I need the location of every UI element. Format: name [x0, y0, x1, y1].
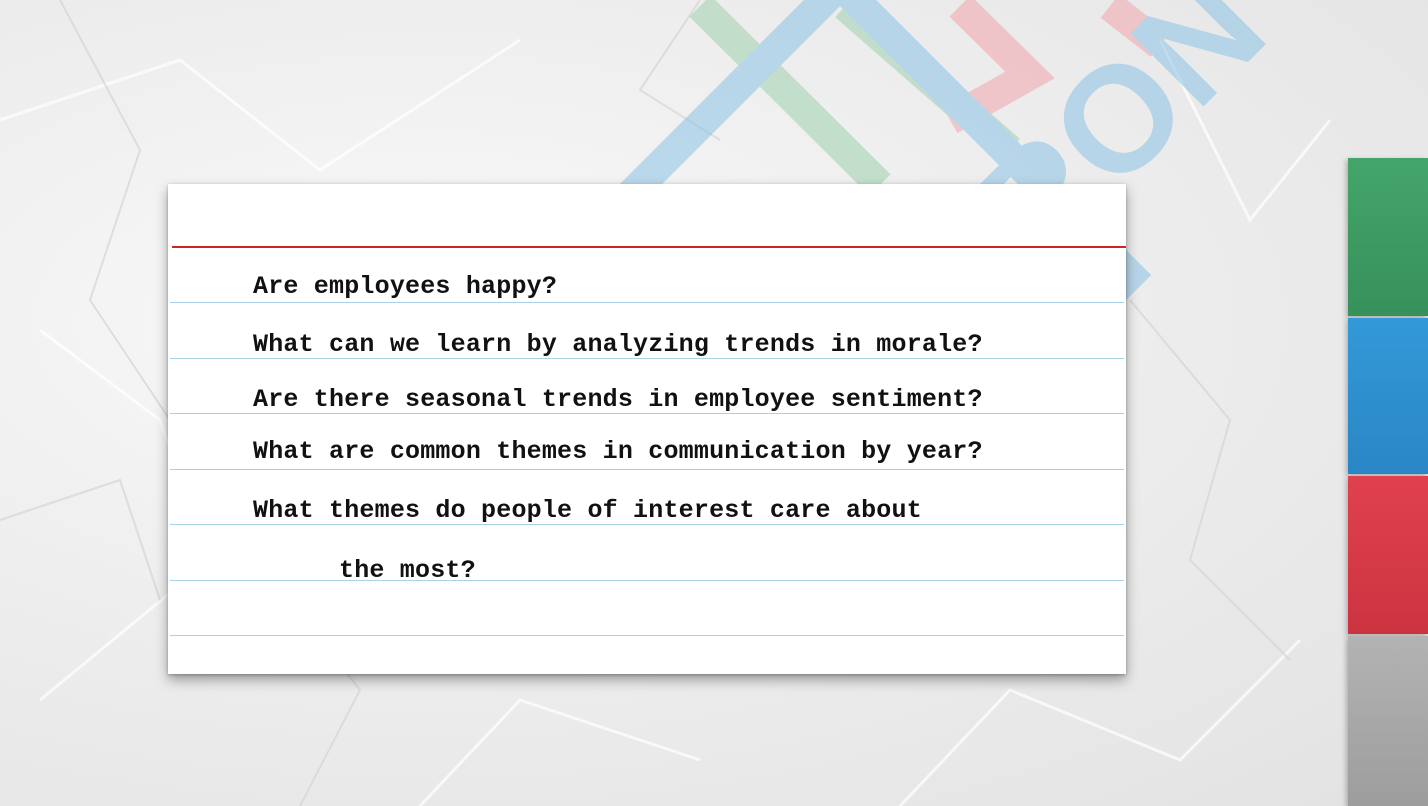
card-margin-line	[172, 246, 1126, 248]
side-tab-green	[1348, 158, 1428, 316]
side-tab-blue	[1348, 318, 1428, 474]
green-chevron-left	[689, 0, 891, 196]
question-people-of-interest-continued: the most?	[339, 556, 476, 585]
card-rule-line	[170, 413, 1124, 414]
question-common-themes: What are common themes in communication …	[253, 437, 983, 466]
side-tab-gray	[1348, 636, 1428, 806]
question-trends-morale: What can we learn by analyzing trends in…	[253, 330, 983, 359]
question-people-of-interest: What themes do people of interest care a…	[253, 496, 922, 525]
card-rule-line	[170, 580, 1124, 581]
question-employees-happy: Are employees happy?	[253, 272, 558, 301]
card-rule-line	[170, 635, 1124, 636]
card-rule-line	[170, 358, 1124, 359]
side-tabs	[1348, 158, 1428, 806]
card-rule-line	[170, 302, 1124, 303]
question-seasonal-trends: Are there seasonal trends in employee se…	[253, 385, 983, 414]
side-tab-red	[1348, 476, 1428, 634]
card-rule-line	[170, 524, 1124, 525]
red-chevron-right	[1100, 0, 1170, 57]
card-rule-line	[170, 469, 1124, 470]
index-card: Are employees happy? What can we learn b…	[168, 184, 1126, 674]
